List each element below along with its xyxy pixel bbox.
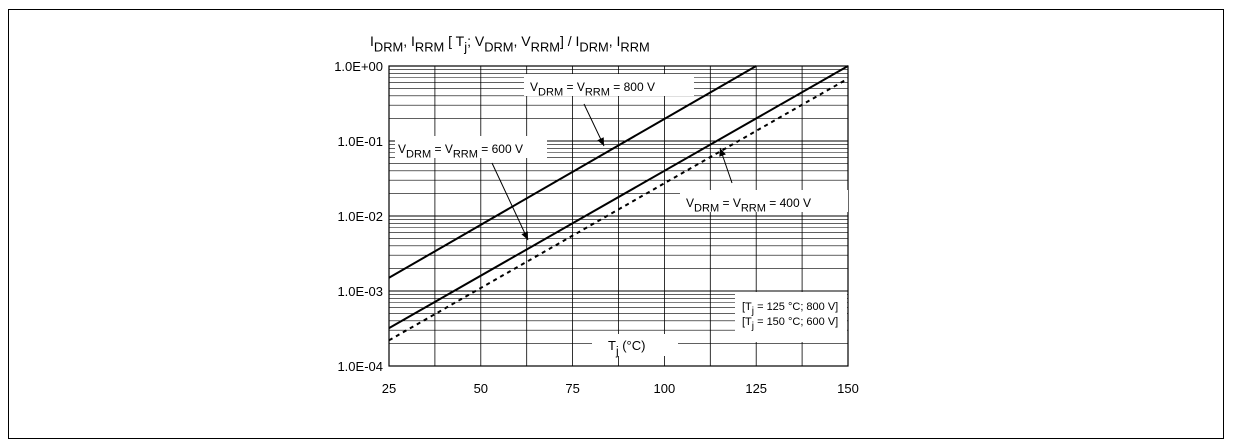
leakage-current-chart: VDRM = VRRM = 800 V VDRM = VRRM = 600 V VD… xyxy=(334,33,859,396)
y-tick-label: 1.0E-02 xyxy=(337,209,383,224)
chart-title: IDRM, IRRM [ Tj; VDRM, VRRM] / IDRM, IRR… xyxy=(370,33,650,54)
series-line-0 xyxy=(388,65,757,279)
series-label-0: VDRM = VRRM = 800 V xyxy=(530,80,655,99)
series-label-box xyxy=(524,74,694,96)
x-tick-label: 100 xyxy=(654,381,676,396)
series-label-box xyxy=(680,190,848,212)
note-line-0: [Tj = 125 °C; 800 V] xyxy=(742,301,838,317)
arrowhead xyxy=(521,231,528,240)
y-tick-label: 1.0E-01 xyxy=(337,134,383,149)
y-tick-label: 1.0E+00 xyxy=(334,59,383,74)
plot-border xyxy=(388,65,849,367)
series-label-2: VDRM = VRRM = 400 V xyxy=(686,196,811,215)
series-line-1 xyxy=(388,65,849,329)
x-axis-label: Tj (°C) xyxy=(608,338,645,358)
series-label-1: VDRM = VRRM = 600 V xyxy=(398,142,523,161)
x-tick-label: 150 xyxy=(837,381,859,396)
x-tick-label: 125 xyxy=(745,381,767,396)
leader-line xyxy=(491,162,529,241)
series-line-2 xyxy=(388,77,849,342)
y-tick-label: 1.0E-04 xyxy=(337,359,383,374)
x-tick-label: 50 xyxy=(474,381,488,396)
arrowhead xyxy=(597,137,604,146)
note-box xyxy=(735,292,847,342)
note-line-1: [Tj = 150 °C; 600 V] xyxy=(742,316,838,332)
arrowhead xyxy=(719,148,726,157)
x-tick-label: 75 xyxy=(565,381,579,396)
series-label-box xyxy=(395,136,547,158)
xlabel-box xyxy=(592,334,678,356)
x-tick-label: 25 xyxy=(382,381,396,396)
y-tick-label: 1.0E-03 xyxy=(337,284,383,299)
